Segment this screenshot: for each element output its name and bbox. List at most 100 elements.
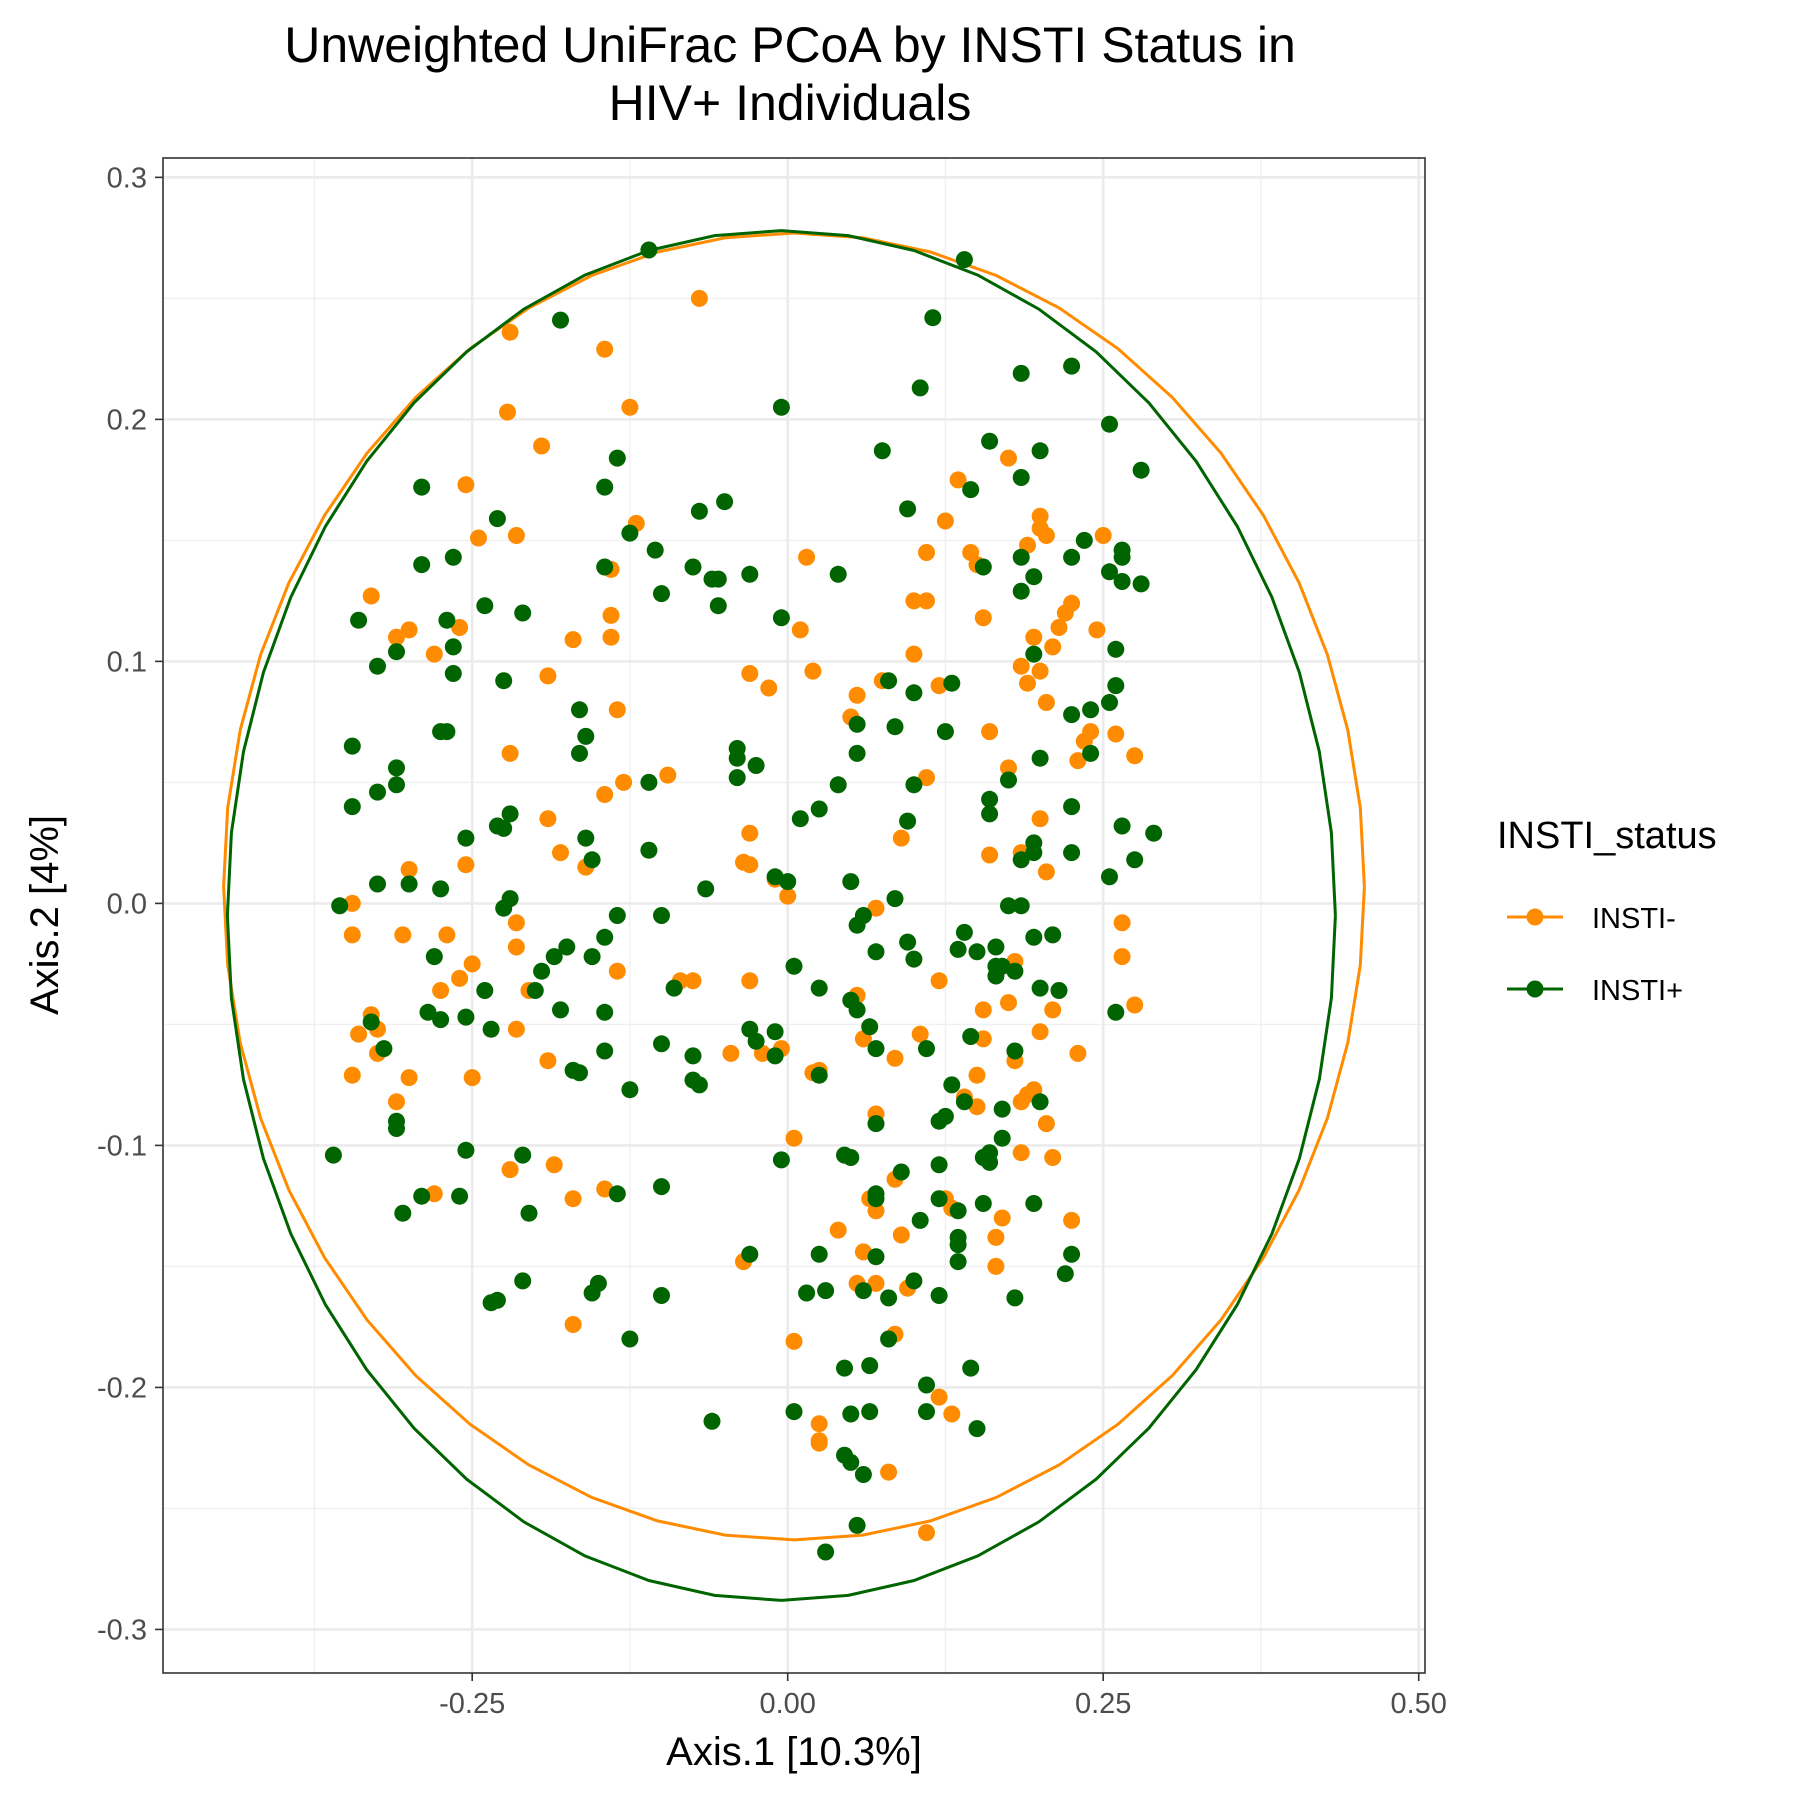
- point-series-0-1: [501, 323, 519, 341]
- point-series-0-107: [918, 769, 935, 787]
- point-series-1-50: [444, 638, 462, 656]
- point-series-1-76: [1031, 749, 1049, 767]
- point-series-1-24: [646, 541, 664, 559]
- point-series-1-59: [905, 684, 923, 702]
- point-series-0-83: [1000, 449, 1017, 467]
- point-series-0-105: [1126, 747, 1144, 765]
- point-series-0-30: [400, 861, 418, 878]
- y-axis-title: Axis.2 [4%]: [23, 815, 67, 1015]
- point-series-0-42: [451, 969, 469, 987]
- point-series-1-223: [514, 1272, 532, 1290]
- point-series-0-55: [463, 1069, 481, 1087]
- point-series-1-132: [949, 940, 967, 958]
- point-series-1-73: [571, 744, 588, 762]
- point-series-0-6: [457, 476, 475, 494]
- point-series-1-8: [1101, 415, 1118, 433]
- point-series-1-165: [362, 1013, 380, 1031]
- point-series-0-77: [936, 512, 954, 530]
- point-series-0-87: [1037, 527, 1055, 544]
- point-series-0-89: [1044, 638, 1062, 656]
- point-series-0-13: [400, 621, 418, 639]
- point-series-1-31: [596, 558, 614, 576]
- point-series-1-5: [1012, 364, 1030, 382]
- point-series-1-35: [741, 565, 759, 583]
- point-series-0-15: [388, 628, 405, 646]
- point-series-1-250: [854, 1466, 872, 1483]
- point-series-0-124: [1044, 1001, 1062, 1019]
- point-series-0-167: [880, 1463, 898, 1481]
- point-series-1-106: [583, 851, 601, 869]
- point-series-1-81: [640, 773, 658, 791]
- x-tick-label-3: 0.50: [1390, 1688, 1446, 1720]
- point-series-1-4: [1063, 357, 1081, 375]
- point-series-0-44: [741, 972, 759, 990]
- legend-keys: [1507, 908, 1563, 998]
- point-series-1-91: [981, 805, 999, 823]
- point-series-1-100: [577, 829, 595, 847]
- point-series-0-112: [1037, 863, 1055, 881]
- point-series-1-27: [1012, 548, 1030, 566]
- point-series-0-24: [659, 766, 677, 784]
- point-series-1-78: [747, 757, 765, 774]
- point-series-0-154: [892, 1226, 910, 1244]
- point-series-1-167: [375, 1040, 393, 1058]
- point-series-1-251: [848, 1516, 866, 1534]
- x-axis-ticks: -0.25 0.00 0.25 0.50: [439, 1673, 1447, 1720]
- point-series-1-56: [880, 672, 898, 690]
- point-series-1-159: [1107, 1003, 1125, 1021]
- point-series-1-126: [596, 928, 614, 946]
- point-series-1-177: [810, 1066, 828, 1084]
- point-series-0-132: [1069, 1044, 1087, 1062]
- point-series-1-218: [810, 1245, 828, 1263]
- point-series-1-15: [413, 478, 431, 496]
- point-series-1-181: [955, 1093, 973, 1111]
- point-series-1-93: [899, 812, 917, 830]
- point-series-0-25: [615, 773, 633, 791]
- point-series-1-19: [690, 502, 708, 520]
- x-tick-label-2: 0.25: [1075, 1688, 1131, 1720]
- point-series-1-94: [501, 805, 519, 823]
- point-series-0-95: [1031, 662, 1049, 680]
- point-series-0-88: [1025, 628, 1043, 646]
- data-points: [324, 241, 1163, 1561]
- point-series-0-22: [608, 701, 626, 719]
- point-series-0-158: [867, 1274, 885, 1292]
- point-series-1-138: [425, 948, 443, 966]
- point-series-0-64: [564, 1316, 582, 1333]
- point-series-1-240: [962, 1359, 980, 1377]
- point-series-1-239: [861, 1357, 879, 1375]
- y-tick-label-2: -0.1: [97, 1130, 147, 1162]
- point-series-1-130: [1025, 928, 1043, 946]
- point-series-0-37: [394, 926, 412, 944]
- point-series-0-113: [867, 899, 885, 917]
- point-series-1-211: [394, 1204, 412, 1222]
- point-series-0-54: [343, 1066, 361, 1084]
- point-series-1-53: [1025, 645, 1043, 663]
- point-series-1-90: [810, 800, 828, 818]
- point-series-0-119: [1126, 996, 1144, 1014]
- point-series-1-252: [817, 1543, 835, 1561]
- point-series-0-36: [343, 926, 361, 944]
- point-series-0-9: [470, 529, 487, 547]
- point-series-0-110: [981, 846, 999, 864]
- point-series-1-14: [1012, 469, 1030, 486]
- point-series-1-115: [766, 868, 784, 886]
- point-series-1-186: [621, 1081, 639, 1099]
- point-series-0-138: [1012, 1093, 1030, 1111]
- point-series-1-98: [1145, 824, 1163, 842]
- point-series-0-163: [930, 1388, 948, 1406]
- point-series-0-19: [539, 667, 557, 685]
- point-series-0-49: [350, 1025, 368, 1043]
- point-series-1-245: [918, 1403, 935, 1421]
- point-series-1-230: [653, 1287, 670, 1304]
- point-series-1-198: [993, 1129, 1011, 1147]
- point-series-0-96: [1037, 694, 1055, 711]
- point-series-1-74: [728, 749, 746, 767]
- point-series-1-80: [728, 769, 746, 787]
- point-series-1-244: [861, 1403, 879, 1421]
- point-series-0-59: [545, 1156, 563, 1174]
- point-series-1-169: [918, 1040, 935, 1058]
- point-series-0-152: [993, 1209, 1011, 1227]
- point-series-0-122: [974, 1001, 992, 1019]
- point-series-1-40: [1113, 573, 1131, 590]
